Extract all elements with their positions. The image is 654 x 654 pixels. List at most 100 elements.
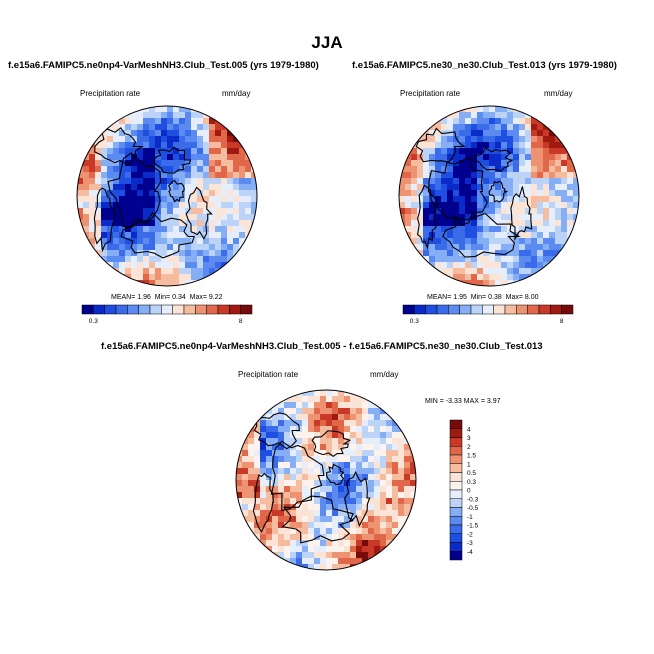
map-cell: [239, 208, 246, 215]
map-cell: [368, 534, 375, 541]
map-cell: [513, 160, 520, 167]
coastline: [185, 186, 213, 240]
map-cell: [344, 492, 351, 499]
map-cell: [368, 462, 375, 469]
map-cell: [215, 160, 222, 167]
map-cell: [179, 214, 186, 221]
map-cell: [272, 456, 279, 463]
map-cell: [435, 232, 442, 239]
map-cell: [242, 510, 249, 517]
map-cell: [567, 208, 574, 215]
map-cell: [453, 130, 460, 137]
map-cell: [227, 154, 234, 161]
map-cell: [290, 486, 297, 493]
map-cell: [242, 462, 249, 469]
map-cell: [423, 184, 430, 191]
map-cell: [332, 510, 339, 517]
map-cell: [308, 426, 315, 433]
map-cell: [209, 244, 216, 251]
map-cell: [191, 244, 198, 251]
map-cell: [251, 172, 257, 179]
map-cell: [254, 420, 261, 427]
map-cell: [453, 184, 460, 191]
map-cell: [119, 244, 126, 251]
map-cell: [233, 142, 240, 149]
map-cell: [119, 148, 126, 155]
map-cell: [549, 220, 556, 227]
map-cell: [149, 244, 156, 251]
map-cell: [332, 540, 339, 547]
map-cell: [519, 172, 526, 179]
map-cell: [332, 444, 339, 451]
map-cell: [471, 166, 478, 173]
min-label: Min=: [154, 294, 171, 301]
colorbar-swatch: [81, 304, 94, 315]
map-cell: [495, 148, 502, 155]
map-cell: [356, 432, 363, 439]
map-cell: [435, 178, 442, 185]
map-cell: [221, 124, 228, 131]
map-cell: [410, 480, 416, 487]
map-cell: [429, 256, 436, 263]
map-cell: [405, 184, 412, 191]
map-cell: [513, 196, 520, 203]
map-cell: [465, 136, 472, 143]
map-cell: [185, 256, 192, 263]
map-cell: [495, 136, 502, 143]
map-cell: [254, 456, 261, 463]
map-cell: [197, 124, 204, 131]
map-cell: [398, 468, 405, 475]
map-cell: [477, 262, 484, 269]
map-cell: [173, 214, 180, 221]
map-cell: [89, 184, 96, 191]
map-cell: [149, 190, 156, 197]
map-cell: [537, 178, 544, 185]
map-cell: [167, 208, 174, 215]
map-cell: [260, 444, 267, 451]
map-cell: [519, 124, 526, 131]
map-cell: [483, 250, 490, 257]
map-cell: [302, 522, 309, 529]
map-cell: [531, 196, 538, 203]
map-cell: [185, 178, 192, 185]
coastline: [311, 430, 352, 457]
map-cell: [543, 238, 550, 245]
map-cell: [125, 190, 132, 197]
map-cell: [374, 498, 381, 505]
map-cell: [314, 462, 321, 469]
map-cell: [302, 540, 309, 547]
map-cell: [537, 232, 544, 239]
map-cell: [435, 256, 442, 263]
map-cell: [519, 262, 526, 269]
map-cell: [374, 516, 381, 523]
map-cell: [149, 106, 156, 113]
map-cell: [549, 154, 556, 161]
map-cell: [531, 190, 538, 197]
map-cell: [89, 214, 96, 221]
map-cell: [167, 220, 174, 227]
map-cell: [561, 190, 568, 197]
map-cell: [374, 468, 381, 475]
map-cell: [143, 136, 150, 143]
map-cell: [356, 426, 363, 433]
map-cell: [507, 202, 514, 209]
map-cell: [453, 274, 460, 281]
colorbar-swatch: [217, 304, 230, 315]
map-cell: [197, 196, 204, 203]
map-cell: [380, 468, 387, 475]
map-cell: [326, 432, 333, 439]
map-cell: [332, 420, 339, 427]
map-cell: [411, 202, 418, 209]
map-cell: [519, 118, 526, 125]
map-cell: [284, 438, 291, 445]
map-cell: [203, 262, 210, 269]
map-cell: [344, 540, 351, 547]
map-cell: [417, 208, 424, 215]
map-cell: [173, 112, 180, 119]
map-cell: [191, 124, 198, 131]
map-cell: [567, 226, 574, 233]
map-cell: [113, 154, 120, 161]
colorbar-tick-label: -1: [467, 514, 473, 521]
map-cell: [107, 130, 114, 137]
map-cell: [555, 256, 562, 263]
